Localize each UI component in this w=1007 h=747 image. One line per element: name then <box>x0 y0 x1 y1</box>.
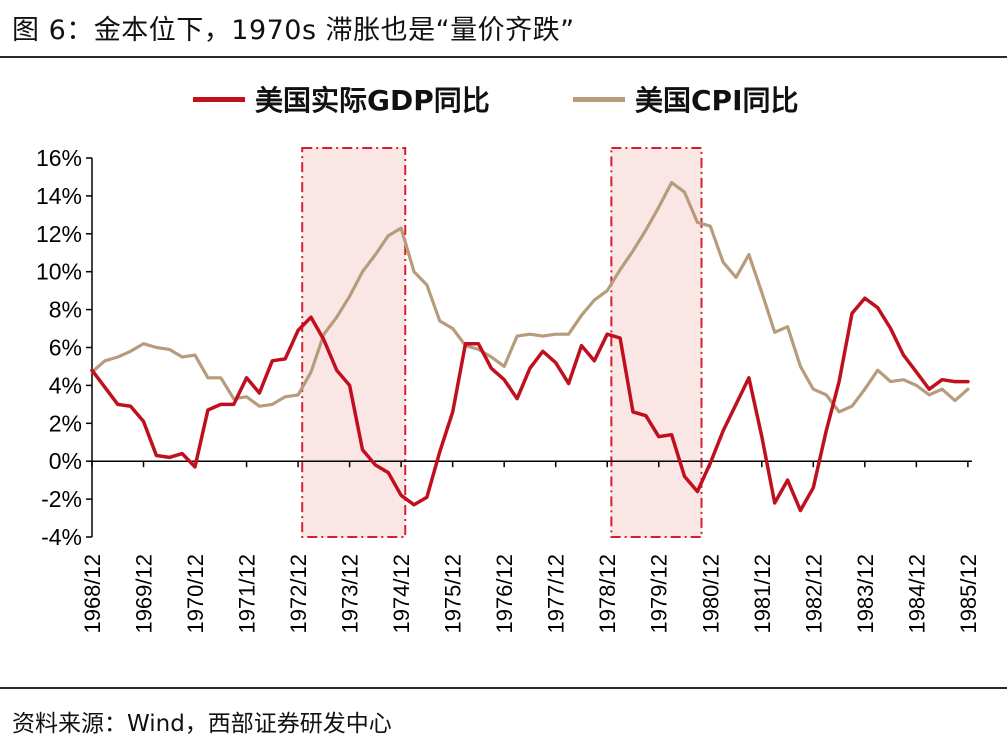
x-tick-label: 1973/12 <box>338 554 363 634</box>
bottom-rule <box>0 687 1007 689</box>
x-tick-label: 1983/12 <box>853 554 878 634</box>
x-tick-label: 1982/12 <box>801 554 826 634</box>
x-tick-label: 1977/12 <box>544 554 569 634</box>
x-tick-label: 1974/12 <box>389 554 414 634</box>
y-tick-label: 6% <box>49 335 82 361</box>
legend-label-gdp: 美国实际GDP同比 <box>255 84 490 117</box>
legend-item-gdp: 美国实际GDP同比 <box>193 79 490 119</box>
x-tick-label: 1972/12 <box>286 554 311 634</box>
x-tick-label: 1971/12 <box>235 554 260 634</box>
y-tick-label: 4% <box>49 372 82 398</box>
legend-swatch-gdp <box>193 96 245 102</box>
x-tick-label: 1969/12 <box>132 554 157 634</box>
y-tick-label: 0% <box>49 448 82 474</box>
y-tick-label: -2% <box>41 486 82 512</box>
x-tick-label: 1984/12 <box>904 554 929 634</box>
x-tick-label: 1970/12 <box>183 554 208 634</box>
legend-item-cpi: 美国CPI同比 <box>573 79 799 119</box>
line-chart: -4% -2% 0% 2% 4% 6% 8% 10% 12% 14% 16% 1968/12 1969/… <box>36 145 981 634</box>
x-tick-label: 1975/12 <box>441 554 466 634</box>
legend-swatch-cpi <box>573 96 625 102</box>
y-tick-label: 10% <box>36 259 82 285</box>
y-tick-label: 12% <box>36 221 82 247</box>
y-tick-label: -4% <box>41 524 82 550</box>
x-tick-label: 1985/12 <box>956 554 981 634</box>
x-tick-label: 1978/12 <box>595 554 620 634</box>
series-line-cpi <box>90 181 970 414</box>
y-tick-label: 14% <box>36 183 82 209</box>
top-rule <box>0 56 1007 58</box>
x-tick-label: 1980/12 <box>698 554 723 634</box>
x-tick-label: 1968/12 <box>80 554 105 634</box>
x-tick-label: 1981/12 <box>750 554 775 634</box>
series-line-gdp <box>90 296 970 513</box>
y-tick-label: 8% <box>49 297 82 323</box>
y-tick-label: 2% <box>49 410 82 436</box>
y-tick-label: 16% <box>36 145 82 171</box>
x-tick-label: 1976/12 <box>492 554 517 634</box>
figure-title: 图 6：金本位下，1970s 滞胀也是“量价齐跌” <box>12 15 575 46</box>
legend-label-cpi: 美国CPI同比 <box>635 84 799 117</box>
source-note: 资料来源：Wind，西部证券研发中心 <box>12 711 392 737</box>
x-tick-label: 1979/12 <box>647 554 672 634</box>
